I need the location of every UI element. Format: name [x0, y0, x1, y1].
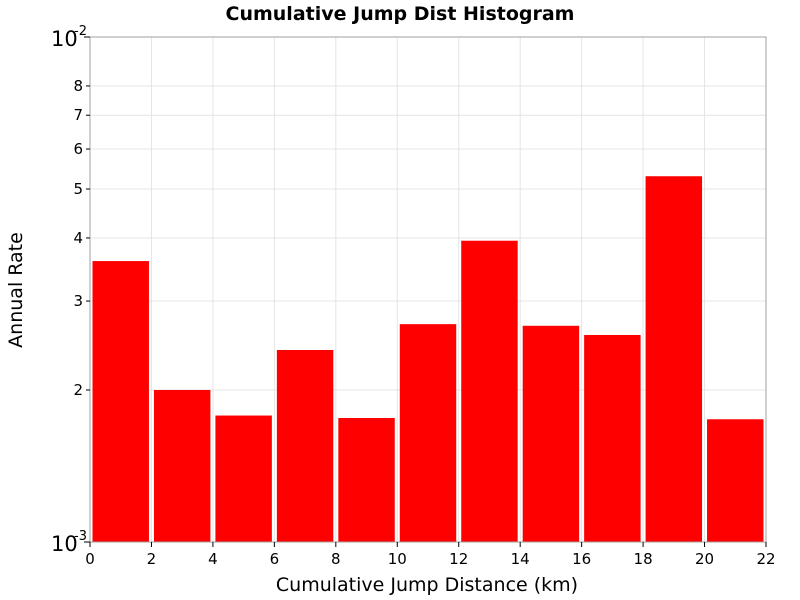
- x-tick-label: 18: [634, 550, 653, 568]
- x-tick-label: 0: [85, 550, 95, 568]
- y-major-tick-base: 10: [51, 27, 78, 51]
- histogram-bar: [584, 334, 641, 542]
- y-tick-label: 7: [73, 106, 83, 124]
- histogram-bar: [461, 240, 518, 543]
- y-major-tick-label: 10-3: [51, 529, 87, 556]
- y-tick-label: 2: [73, 381, 83, 399]
- x-tick-label: 2: [147, 550, 157, 568]
- x-axis-ticks: 0 2 4 6 8 10 12 14 16 18 20 22: [85, 542, 776, 568]
- x-axis-label: Cumulative Jump Distance (km): [276, 574, 578, 596]
- y-tick-label: 5: [73, 180, 83, 198]
- bars: [92, 176, 764, 543]
- x-tick-label: 10: [388, 550, 407, 568]
- x-tick-label: 6: [270, 550, 280, 568]
- histogram-bar: [645, 176, 703, 542]
- x-tick-label: 4: [208, 550, 218, 568]
- histogram-bar: [153, 389, 211, 542]
- y-tick-label: 8: [73, 77, 83, 95]
- y-major-tick-base: 10: [51, 532, 78, 556]
- plot-frame: [89, 36, 767, 543]
- histogram-bar: [399, 324, 457, 542]
- histogram-bar: [92, 261, 149, 542]
- x-tick-label: 22: [756, 550, 775, 568]
- chart-title: Cumulative Jump Dist Histogram: [226, 3, 575, 25]
- y-major-tick-exponent: -3: [74, 529, 87, 544]
- y-major-tick-label: 10-2: [51, 24, 87, 51]
- y-tick-label: 4: [73, 229, 83, 247]
- x-tick-label: 8: [331, 550, 341, 568]
- histogram-bar: [276, 349, 334, 542]
- y-tick-label: 3: [73, 292, 83, 310]
- histogram-bar: [707, 419, 764, 542]
- histogram-bar: [338, 418, 395, 542]
- x-tick-label: 20: [695, 550, 714, 568]
- x-tick-label: 16: [572, 550, 591, 568]
- x-tick-label: 12: [449, 550, 468, 568]
- x-tick-label: 14: [511, 550, 530, 568]
- y-tick-label: 6: [73, 140, 83, 158]
- y-major-tick-exponent: -2: [74, 24, 87, 39]
- histogram-bar: [522, 325, 580, 542]
- y-axis-label: Annual Rate: [5, 232, 27, 348]
- histogram-bar: [215, 415, 272, 542]
